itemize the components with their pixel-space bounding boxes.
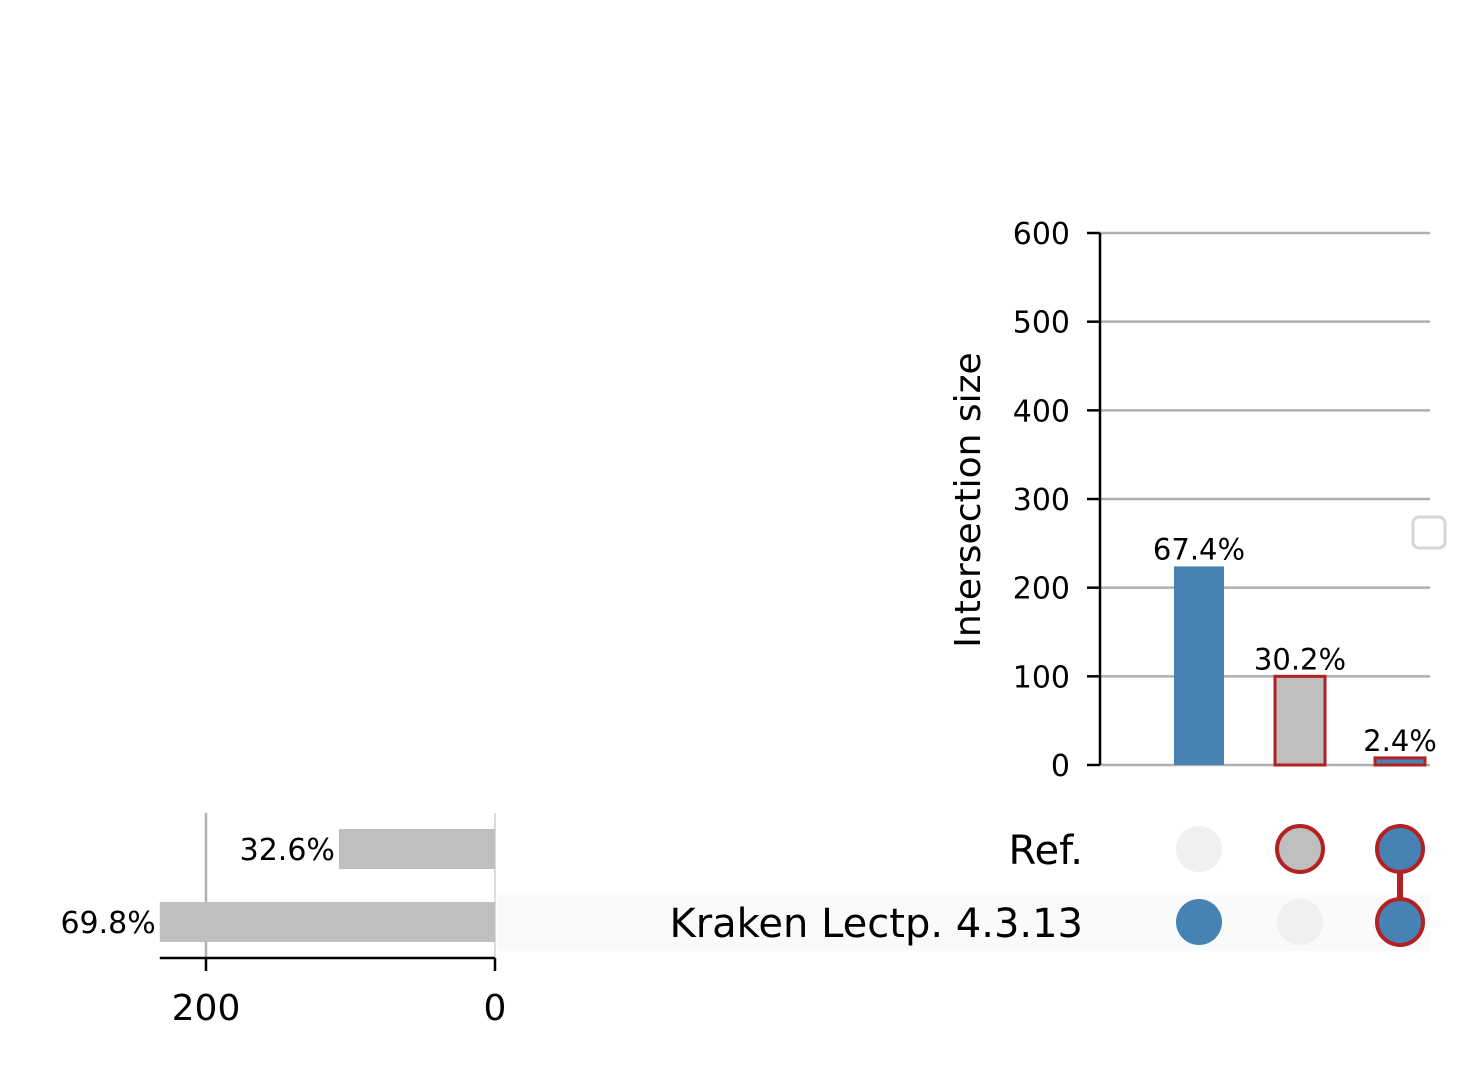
set-size-bar bbox=[338, 829, 495, 869]
y-tick-label: 100 bbox=[1013, 660, 1070, 695]
matrix-dot-active bbox=[1375, 824, 1425, 874]
y-tick-label: 200 bbox=[1013, 572, 1070, 607]
y-tick-label: 0 bbox=[1051, 749, 1070, 784]
membership-matrix: Ref. Kraken Lectp. 4.3.13 bbox=[497, 824, 1430, 951]
y-tick-label: 400 bbox=[1013, 394, 1070, 429]
intersection-axis: Intersection size 0 100 200 300 400 500 600 bbox=[948, 217, 1102, 784]
legend-box bbox=[1411, 515, 1447, 550]
set-name-label: Kraken Lectp. 4.3.13 bbox=[669, 901, 1083, 947]
gridlines bbox=[1100, 231, 1430, 767]
y-axis-title: Intersection size bbox=[948, 352, 989, 647]
set-x-tick-label: 200 bbox=[172, 988, 241, 1029]
bar-value-label: 2.4% bbox=[1363, 724, 1437, 758]
set-size-bar bbox=[159, 902, 495, 942]
y-tick-label: 500 bbox=[1013, 306, 1070, 341]
set-x-tick-label: 0 bbox=[484, 988, 507, 1029]
intersection-bar bbox=[1273, 674, 1327, 767]
y-tick-label: 600 bbox=[1013, 217, 1070, 252]
bar-value-label: 30.2% bbox=[1254, 642, 1346, 676]
row-shading bbox=[497, 893, 1430, 951]
intersection-bar bbox=[1373, 756, 1427, 767]
y-tick-label: 300 bbox=[1013, 483, 1070, 518]
matrix-dot-active bbox=[1275, 824, 1325, 874]
intersection-bars: 67.4% 30.2% 2.4% bbox=[1153, 532, 1437, 767]
set-size-label: 32.6% bbox=[240, 833, 335, 868]
matrix-dot-inactive bbox=[1176, 826, 1222, 872]
set-size-bars: 32.6% 69.8% 200 0 bbox=[60, 813, 506, 1029]
intersection-bar bbox=[1174, 566, 1224, 765]
set-name-label: Ref. bbox=[1009, 828, 1084, 874]
set-size-label: 69.8% bbox=[60, 906, 155, 941]
matrix-dot-inactive bbox=[1277, 899, 1323, 945]
bar-value-label: 67.4% bbox=[1153, 532, 1245, 566]
matrix-dot-active bbox=[1375, 897, 1425, 947]
matrix-dot-active bbox=[1176, 899, 1222, 945]
